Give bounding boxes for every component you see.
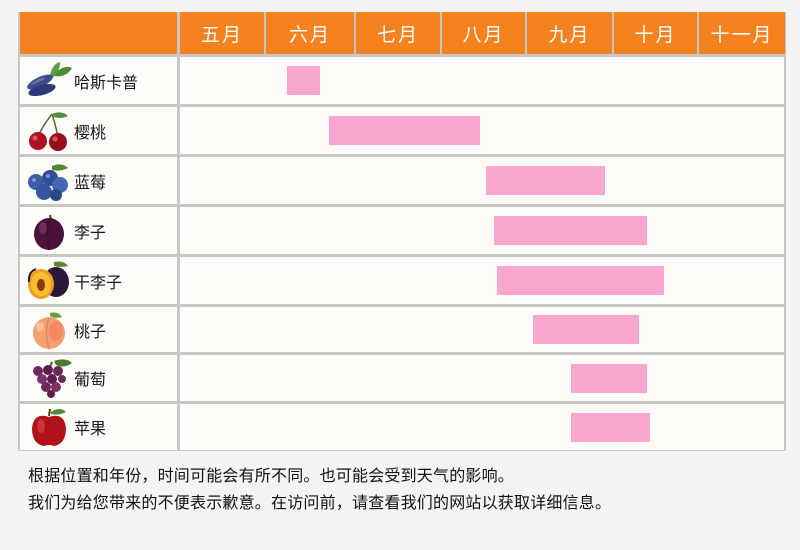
fruit-name: 蓝莓 — [74, 172, 107, 192]
season-bar — [494, 216, 647, 245]
season-bar — [486, 166, 605, 195]
timeline-cell — [180, 107, 784, 154]
header-corner — [20, 12, 177, 54]
season-bar — [571, 413, 650, 442]
season-bar — [533, 315, 639, 344]
peach-icon — [24, 309, 74, 351]
season-bar — [571, 364, 647, 393]
timeline-cell — [180, 57, 784, 104]
season-bar — [497, 266, 664, 295]
fruit-cell: 樱桃 — [20, 107, 177, 154]
footnote-line-2: 我们为给您带来的不便表示歉意。在访问前，请查看我们的网站以获取详细信息。 — [28, 493, 612, 512]
plum-icon — [24, 210, 74, 252]
month-header: 七月 — [356, 12, 440, 54]
cherry-icon — [24, 110, 74, 152]
month-header: 六月 — [266, 12, 354, 54]
month-header: 十月 — [614, 12, 697, 54]
season-bar — [287, 66, 320, 95]
fruit-cell: 葡萄 — [20, 355, 177, 401]
timeline-cell — [180, 257, 784, 304]
fruit-name: 李子 — [74, 222, 107, 242]
timeline-cell — [180, 404, 784, 450]
fruit-cell: 桃子 — [20, 307, 177, 352]
timeline-cell — [180, 157, 784, 204]
grape-icon — [24, 357, 74, 399]
footnote-line-1: 根据位置和年份，时间可能会有所不同。也可能会受到天气的影响。 — [28, 466, 515, 485]
season-bar — [329, 116, 480, 145]
fruit-name: 葡萄 — [74, 370, 107, 389]
prune-icon — [24, 260, 74, 302]
apple-icon — [24, 406, 74, 448]
fruit-cell: 苹果 — [20, 404, 177, 450]
timeline-cell — [180, 355, 784, 401]
fruit-cell: 哈斯卡普 — [20, 57, 177, 104]
fruit-cell: 蓝莓 — [20, 157, 177, 204]
month-header: 五月 — [180, 12, 264, 54]
month-header: 八月 — [442, 12, 525, 54]
fruit-name: 樱桃 — [74, 122, 107, 142]
fruit-cell: 李子 — [20, 207, 177, 254]
fruit-name: 桃子 — [74, 321, 107, 341]
fruit-cell: 干李子 — [20, 257, 177, 304]
fruit-name: 哈斯卡普 — [74, 72, 139, 92]
month-header: 十一月 — [699, 12, 785, 54]
timeline-cell — [180, 207, 784, 254]
timeline-cell — [180, 307, 784, 352]
blueberry-icon — [24, 160, 74, 202]
haskap-icon — [24, 60, 74, 102]
month-header: 九月 — [527, 12, 612, 54]
fruit-name: 干李子 — [74, 272, 123, 292]
fruit-name: 苹果 — [74, 419, 107, 438]
